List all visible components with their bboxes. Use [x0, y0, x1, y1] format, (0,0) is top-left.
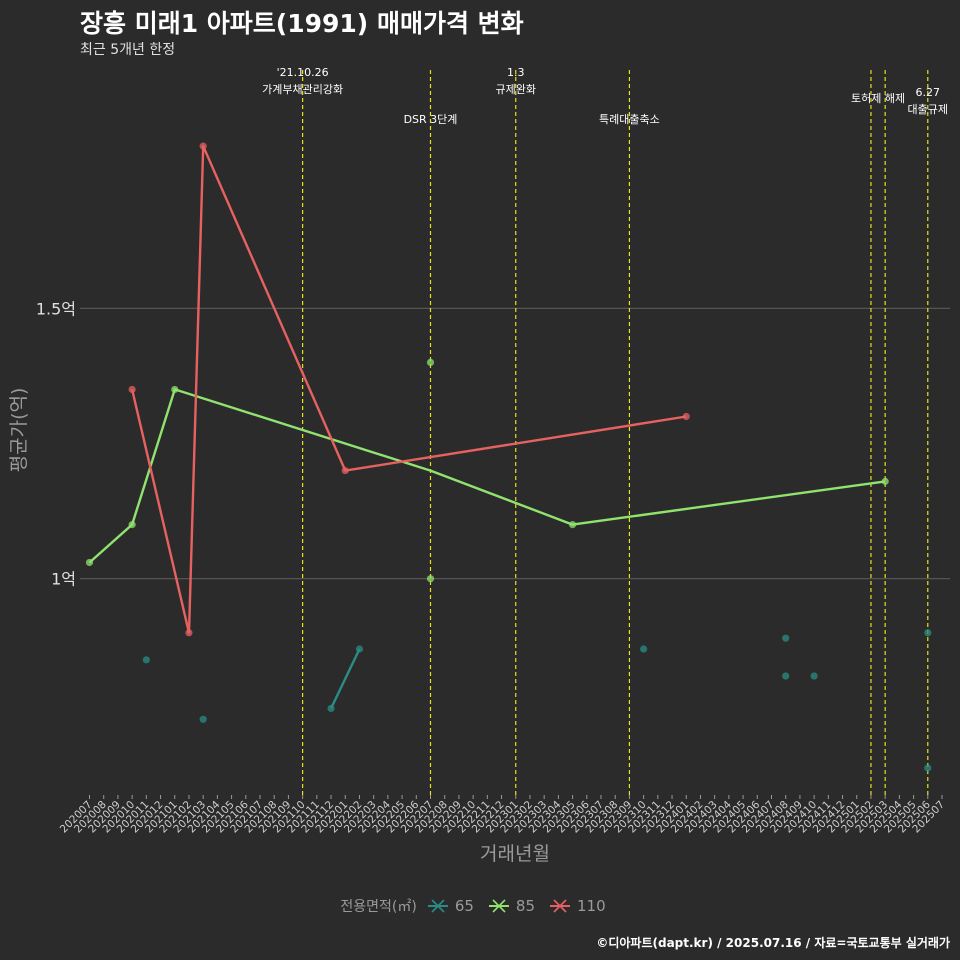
- chart-title: 장흥 미래1 아파트(1991) 매매가격 변화: [80, 9, 524, 38]
- legend-title: 전용면적(㎡): [340, 899, 417, 915]
- legend-label-65: 65: [454, 897, 474, 915]
- event-label: 특례대출축소: [599, 113, 660, 126]
- y-axis-title: 평균가(억): [8, 388, 30, 473]
- series-point-65: [142, 656, 150, 664]
- series-point-85: [85, 558, 94, 567]
- series-point-85: [426, 358, 435, 367]
- legend-label-110: 110: [577, 897, 606, 915]
- y-tick-label: 1.5억: [36, 299, 76, 318]
- series-point-110: [128, 385, 136, 394]
- y-tick-label: 1억: [51, 570, 76, 589]
- series-point-65: [782, 672, 790, 680]
- event-label: 규제완화: [496, 83, 536, 96]
- legend-key-85-icon: [488, 899, 509, 913]
- series-point-110: [682, 412, 690, 421]
- series-point-85: [568, 521, 577, 529]
- legend-key-110-icon: [550, 899, 570, 913]
- legend-label-85: 85: [515, 897, 535, 915]
- series-point-110: [341, 466, 349, 475]
- event-label: 6.27: [916, 86, 941, 99]
- series-point-110: [199, 142, 207, 150]
- legend-item-85: 85: [488, 896, 535, 916]
- x-axis-title: 거래년월: [480, 843, 550, 865]
- series-line-85: [88, 388, 886, 564]
- event-label: 토허제 해제: [851, 91, 905, 105]
- series-point-65: [924, 764, 932, 772]
- series-point-65: [327, 704, 335, 713]
- event-label: 1.3: [507, 66, 525, 79]
- series-point-65: [782, 634, 790, 642]
- series-line-110: [130, 144, 687, 634]
- series-point-110: [185, 629, 193, 637]
- legend: 전용면적(㎡) 65 85 110: [0, 896, 960, 916]
- legend-item-110: 110: [549, 896, 606, 916]
- event-label: '21.10.26: [277, 66, 329, 79]
- series-point-85: [426, 575, 435, 583]
- legend-item-65: 65: [427, 896, 474, 916]
- series-point-65: [640, 645, 648, 653]
- source-caption: ©디아파트(dapt.kr) / 2025.07.16 / 자료=국토교통부 실…: [596, 936, 950, 950]
- series-point-65: [924, 629, 932, 637]
- series-point-85: [128, 521, 136, 529]
- series-point-85: [171, 385, 179, 394]
- chart-subtitle: 최근 5개년 한정: [80, 42, 176, 58]
- event-label: 대출규제: [908, 103, 948, 116]
- series-point-85: [881, 477, 889, 485]
- legend-key-65-icon: [427, 899, 448, 913]
- series-line-65: [329, 648, 361, 710]
- event-label: 가계부채관리강화: [262, 83, 343, 96]
- series-point-65: [199, 715, 207, 723]
- series-point-65: [355, 645, 364, 653]
- event-label: DSR 3단계: [404, 113, 458, 126]
- series-point-65: [810, 672, 818, 680]
